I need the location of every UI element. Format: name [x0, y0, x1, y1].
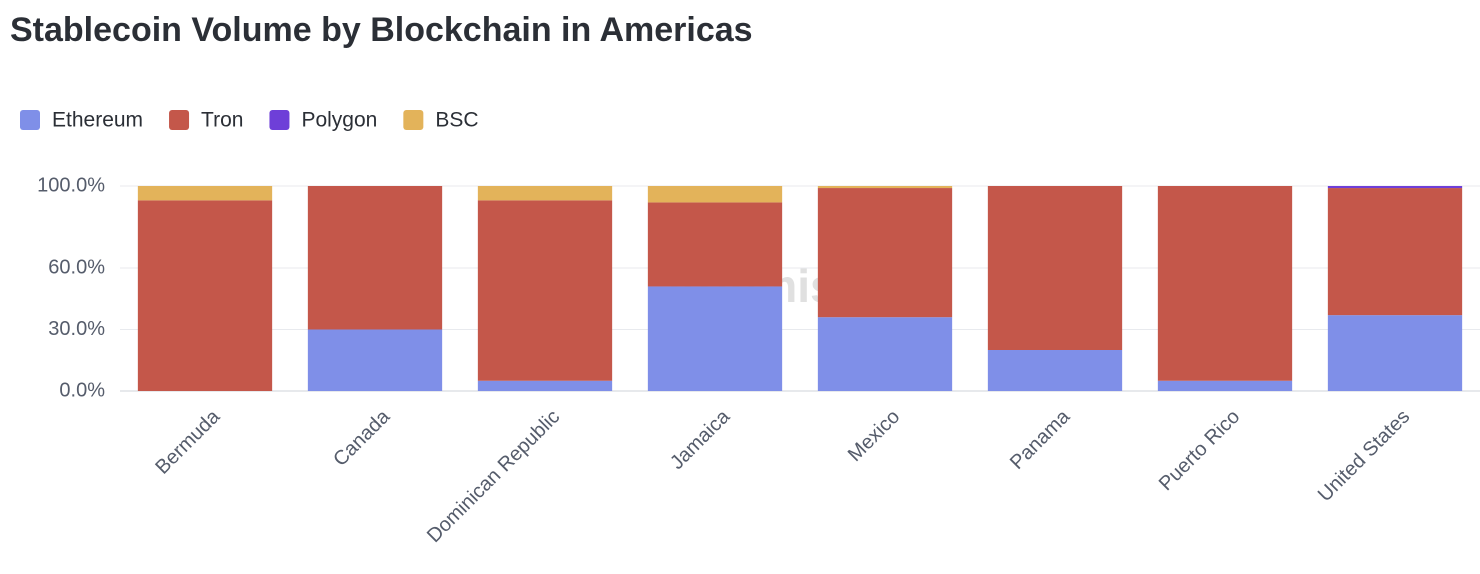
bar-segment: [1157, 186, 1293, 381]
bar-segment: [987, 350, 1123, 391]
legend-swatch: [169, 110, 190, 130]
bar-segment: [647, 202, 783, 287]
legend-label: Ethereum: [52, 109, 143, 132]
bar-segment: [137, 200, 273, 391]
legend-label: Tron: [201, 109, 243, 132]
bar-segment: [817, 317, 953, 391]
legend-swatch: [403, 110, 424, 130]
bar-segment: [647, 286, 783, 391]
x-tick-label: Panama: [1006, 405, 1075, 474]
legend-swatch: [20, 110, 40, 130]
bar-segment: [647, 186, 783, 203]
bar-segment: [477, 200, 613, 381]
y-tick-label: 30.0%: [48, 318, 105, 340]
bar-segment: [1327, 188, 1463, 316]
y-tick-label: 0.0%: [59, 379, 105, 401]
x-tick-label: Mexico: [844, 406, 904, 466]
bar-segment: [137, 186, 273, 201]
legend-label: Polygon: [301, 109, 377, 132]
bar-segment: [477, 380, 613, 391]
bar-segment: [477, 186, 613, 201]
chart-title: Stablecoin Volume by Blockchain in Ameri…: [10, 11, 753, 49]
bar-segment: [307, 186, 443, 330]
y-tick-label: 60.0%: [48, 256, 105, 278]
legend-swatch: [269, 110, 290, 130]
bar-segment: [817, 186, 953, 189]
x-tick-label: Puerto Rico: [1155, 406, 1244, 495]
bar-segment: [307, 329, 443, 391]
bar-segment: [1327, 315, 1463, 391]
bar-segment: [817, 188, 953, 318]
bar-segment: [1327, 186, 1463, 189]
legend-label: BSC: [435, 109, 478, 132]
x-tick-label: Dominican Republic: [423, 406, 564, 547]
bar-segment: [1157, 380, 1293, 391]
x-tick-label: United States: [1314, 406, 1414, 506]
bar-segment: [987, 186, 1123, 350]
y-tick-label: 100.0%: [37, 174, 105, 196]
x-tick-label: Canada: [329, 405, 395, 471]
x-tick-label: Bermuda: [151, 405, 225, 479]
x-tick-label: Jamaica: [666, 405, 735, 474]
